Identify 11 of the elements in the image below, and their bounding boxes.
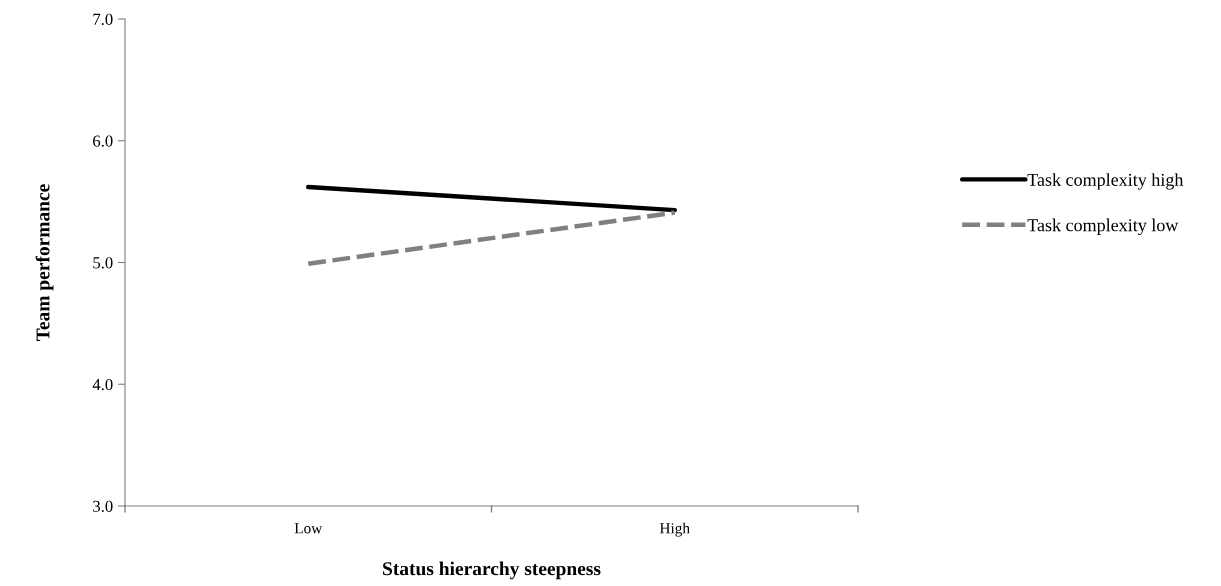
legend-label: Task complexity high xyxy=(1027,173,1184,190)
y-axis-title: Team performance xyxy=(35,184,54,341)
y-tick-label: 3.0 xyxy=(93,500,113,513)
x-tick-label: High xyxy=(659,522,690,537)
x-tick-label: Low xyxy=(294,523,323,534)
legend-label: Task complexity low xyxy=(1027,218,1179,236)
y-tick-label: 7.0 xyxy=(93,13,113,26)
y-tick-label: 6.0 xyxy=(93,135,113,147)
x-axis-title: Status hierarchy steepness xyxy=(383,561,601,580)
y-tick-label: 4.0 xyxy=(92,378,113,391)
y-tick-label: 5.0 xyxy=(93,257,113,269)
